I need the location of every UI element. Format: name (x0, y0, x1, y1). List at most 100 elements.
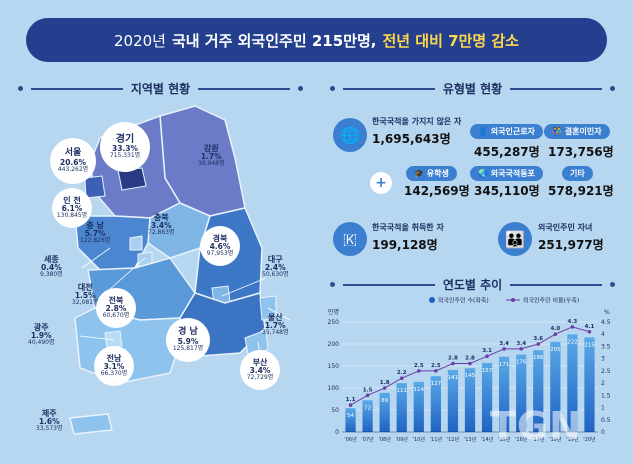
bullet-dot (330, 86, 335, 91)
region-percent: 1.7% (200, 152, 222, 162)
region-count: 443,262명 (57, 165, 89, 173)
x-tick-label: '11년 (430, 436, 443, 443)
ratio-value-label: 2.5 (414, 363, 424, 369)
left-tick-label: 200 (328, 341, 340, 348)
ratio-value-label: 4.3 (568, 319, 578, 325)
divider (510, 283, 603, 286)
divider (343, 87, 435, 90)
region-label-chungbuk: 충북 3.4% 72,863명 (148, 213, 175, 237)
workers-badge: 👤 외국인근로자 (470, 124, 543, 139)
region-name: 서울 (64, 148, 82, 159)
x-tick-label: '20년 (583, 436, 596, 443)
ratio-value-label: 4.0 (550, 326, 560, 332)
legend-marker-bars (429, 297, 435, 303)
bar-value-label: 111 (396, 388, 407, 394)
ratio-value-label: 4.1 (585, 324, 595, 330)
watermark: TGN (490, 404, 582, 448)
region-count: 72,729명 (246, 373, 274, 381)
ratio-point (365, 393, 370, 398)
koreans-abroad-label: 외국국적동포 (490, 169, 535, 178)
naturalized-value: 199,128명 (372, 238, 438, 252)
ratio-point (399, 376, 404, 381)
bullet-dot (330, 282, 335, 287)
region-percent: 3.4% (150, 221, 172, 231)
region-shape-gwangju (104, 330, 123, 349)
ratio-point (570, 325, 575, 329)
title-year: 2020년 (114, 31, 166, 50)
region-percent: 2.8% (105, 304, 127, 314)
region-name: 강원 (203, 144, 219, 153)
right-tick-label: 2 (601, 380, 605, 387)
bar (430, 376, 441, 432)
ratio-point (348, 403, 353, 407)
right-tick-label: 4.5 (601, 319, 611, 326)
bar-value-label: 171 (499, 362, 510, 368)
region-count: 97,953명 (206, 249, 234, 257)
bar (413, 381, 424, 432)
title-banner: 2020년 국내 거주 외국인주민 215만명, 전년 대비 7만명 감소 (26, 18, 607, 62)
x-tick-label: '15년 (498, 436, 511, 443)
x-tick-label: '10년 (413, 436, 426, 443)
x-tick-label: '19년 (566, 436, 579, 443)
x-tick-label: '14년 (481, 436, 494, 443)
children-value: 251,977명 (538, 238, 604, 252)
region-count: 40,490명 (28, 339, 55, 347)
bar (396, 383, 407, 432)
region-name: 경북 (212, 233, 228, 243)
region-percent: 6.1% (61, 204, 83, 214)
bar-value-label: 176 (516, 360, 527, 366)
right-tick-label: 4 (601, 331, 605, 338)
x-tick-label: '18년 (549, 436, 562, 443)
region-count: 715,331명 (109, 152, 141, 160)
bullet-dot (298, 86, 304, 91)
students-value: 142,569명 (404, 184, 470, 198)
x-tick-label: '07년 (361, 436, 374, 443)
bar-value-label: 145 (465, 373, 476, 379)
others-badge: 기타 (562, 166, 593, 181)
ratio-point (536, 342, 541, 346)
korea-flag-icon: 🇰 (333, 222, 367, 256)
region-shape-sejong (129, 235, 143, 251)
region-name: 충 남 (86, 221, 104, 230)
region-count: 33,573명 (36, 425, 63, 433)
bar (379, 392, 390, 432)
ratio-point (519, 347, 523, 351)
region-percent: 3.4% (249, 366, 271, 376)
bar-value-label: 54 (347, 413, 354, 419)
ratio-point (382, 386, 387, 390)
region-shape-busan (244, 329, 269, 355)
ratio-value-label: 1.8 (380, 380, 390, 386)
right-tick-label: 0 (601, 429, 605, 436)
region-label-incheon: 인 천 6.1% 130,845명 (52, 188, 92, 228)
legend-marker-dot (511, 298, 515, 302)
region-percent: 1.6% (38, 417, 60, 427)
region-percent: 0.4% (40, 263, 62, 273)
x-tick-label: '13년 (464, 436, 477, 443)
x-tick-label: '08년 (378, 436, 391, 443)
right-tick-label: 1.5 (601, 392, 611, 399)
region-label-sejong: 세종 0.4% 9,380명 (40, 255, 63, 279)
region-percent: 1.5% (74, 291, 96, 301)
region-name: 경기 (115, 133, 135, 145)
ratio-value-label: 3.1 (482, 348, 492, 354)
left-tick-label: 50 (331, 407, 339, 414)
region-label-daegu: 대구 2.4% 50,630명 (262, 255, 289, 279)
bar (584, 337, 595, 432)
region-name: 울산 (267, 313, 283, 322)
bullet-dot (610, 282, 616, 287)
region-label-gangwon: 강원 1.7% 36,948명 (198, 144, 225, 168)
trend-section-header: 연도별 추이 (330, 276, 616, 293)
region-label-daejeon: 대전 1.5% 32,081명 (72, 283, 99, 307)
ratio-value-label: 2.8 (465, 356, 475, 362)
marriage-value: 173,756명 (548, 145, 614, 159)
region-name: 충북 (153, 213, 169, 222)
region-label-gyeongbuk: 경북 4.6% 97,953명 (200, 226, 240, 266)
ratio-value-label: 2.5 (431, 363, 441, 369)
region-shape-incheon (84, 175, 106, 199)
left-tick-label: 100 (328, 385, 340, 392)
title-highlight: 전년 대비 7만명 감소 (382, 31, 519, 50)
ratio-value-label: 3.4 (516, 341, 526, 347)
bar (447, 369, 459, 432)
region-label-ulsan: 울산 1.7% 35,748명 (262, 313, 289, 337)
divider (31, 87, 123, 90)
